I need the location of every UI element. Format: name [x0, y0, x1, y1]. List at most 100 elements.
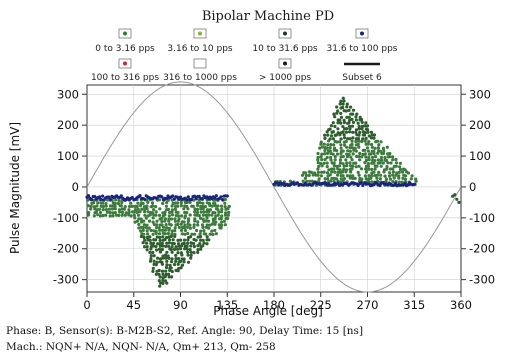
pd-pulse-point	[341, 179, 345, 183]
pd-pulse-point	[398, 167, 403, 172]
pd-pulse-point	[158, 275, 162, 279]
pd-pulse-point	[349, 170, 353, 174]
pd-pulse-point	[143, 213, 147, 217]
pd-pulse-point	[397, 174, 401, 178]
x-tick-label: 0	[83, 298, 90, 312]
pd-pulse-point	[189, 253, 193, 257]
pd-pulse-point	[201, 225, 205, 229]
pd-pulse-point	[161, 235, 165, 239]
pd-pulse-point	[86, 198, 90, 202]
pd-pulse-point	[105, 210, 109, 214]
pd-pulse-point	[389, 161, 393, 165]
pd-pulse-point	[176, 269, 180, 273]
pd-pulse-point	[350, 139, 354, 143]
pd-pulse-point	[172, 242, 176, 246]
pd-pulse-point	[118, 210, 122, 214]
pd-pulse-point	[188, 248, 192, 252]
pd-pulse-point	[455, 197, 459, 201]
y-tick-label-right: -100	[469, 211, 495, 225]
pd-pulse-point	[133, 220, 137, 224]
footer-line-2: Mach.: NQN+ N/A, NQN- N/A, Qm+ 213, Qm- …	[6, 341, 276, 353]
pd-pulse-point	[376, 158, 380, 162]
pd-pulse-point	[354, 149, 358, 153]
gridlines	[87, 85, 461, 292]
pd-pulse-point	[210, 222, 214, 226]
pd-pulse-point	[357, 154, 361, 159]
pd-pulse-point	[195, 207, 200, 212]
pd-pulse-point	[398, 165, 402, 169]
pd-pulse-point	[163, 237, 167, 242]
pd-pulse-point	[226, 207, 230, 211]
pd-pulse-point	[341, 174, 345, 178]
pd-pulse-point	[216, 204, 220, 208]
pd-pulse-point	[161, 201, 165, 206]
pd-pulse-point	[114, 198, 118, 202]
pd-pulse-point	[157, 272, 161, 276]
pd-pulse-point	[366, 164, 370, 168]
pd-pulse-point	[186, 219, 190, 223]
pd-pulse-point	[401, 176, 405, 180]
pd-pulse-point	[341, 125, 345, 129]
pd-pulse-point	[167, 272, 171, 276]
pd-pulse-point	[223, 213, 228, 217]
pd-pulse-point	[348, 130, 352, 134]
pd-pulse-point	[163, 210, 167, 214]
pd-pulse-point	[109, 204, 113, 208]
y-tick-label: 200	[57, 118, 79, 132]
pd-pulse-point	[369, 130, 373, 134]
pd-pulse-point	[146, 232, 150, 236]
pd-pulse-point	[354, 165, 358, 169]
pd-pulse-point	[170, 232, 174, 236]
pd-pulse-point	[336, 152, 340, 156]
pd-pulse-point	[341, 155, 345, 159]
legend-marker	[123, 61, 127, 66]
pd-pulse-point	[177, 197, 181, 201]
pd-pulse-point	[186, 253, 190, 257]
pd-pulse-point	[165, 201, 169, 205]
pd-pulse-point	[214, 232, 218, 236]
pd-pulse-point	[316, 173, 320, 177]
pd-pulse-point	[198, 216, 203, 220]
pd-pulse-point	[155, 248, 159, 252]
pd-pulse-point	[89, 207, 93, 211]
pd-pulse-point	[182, 260, 186, 264]
pd-pulse-point	[158, 250, 162, 254]
pd-pulse-point	[127, 213, 131, 217]
pd-pulse-point	[372, 152, 376, 156]
pd-pulse-point	[412, 182, 416, 186]
pd-pulse-point	[414, 177, 418, 181]
pd-pulse-point	[165, 281, 169, 285]
pd-pulse-point	[180, 253, 184, 257]
pd-pulse-point	[185, 198, 189, 202]
pd-pulse-point	[316, 170, 320, 174]
pd-pulse-point	[110, 207, 114, 211]
pd-pulse-point	[360, 139, 364, 144]
pd-pulse-point	[173, 229, 177, 233]
pd-pulse-point	[108, 210, 112, 215]
pd-pulse-point	[195, 203, 200, 208]
pd-pulse-point	[151, 250, 155, 255]
pd-pulse-point	[148, 250, 152, 254]
pd-pulse-point	[120, 207, 124, 211]
pd-pulse-point	[375, 176, 379, 180]
pd-pulse-point	[199, 210, 203, 214]
pd-pulse-point	[378, 161, 382, 165]
pd-pulse-point	[309, 170, 313, 174]
pd-pulse-point	[204, 219, 208, 223]
pd-pulse-point	[319, 155, 323, 159]
pd-pulse-point	[93, 195, 97, 199]
pd-pulse-point	[176, 262, 180, 266]
pd-pulse-point	[336, 173, 340, 177]
pd-pulse-point	[344, 139, 348, 144]
pd-pulse-point	[170, 245, 174, 249]
pd-pulse-point	[385, 167, 389, 171]
pd-pulse-point	[226, 213, 230, 217]
pd-pulse-point	[160, 223, 164, 227]
pd-pulse-point	[163, 219, 167, 223]
pd-pulse-point	[213, 204, 217, 208]
pd-pulse-point	[219, 204, 224, 208]
pd-pulse-point	[354, 130, 358, 134]
pd-pulse-point	[348, 174, 352, 178]
ticks: 0 45 90 135 180 225 270 315 360 300 200 100 0 -100 -20…	[53, 87, 495, 312]
pd-pulse-point	[370, 145, 374, 149]
